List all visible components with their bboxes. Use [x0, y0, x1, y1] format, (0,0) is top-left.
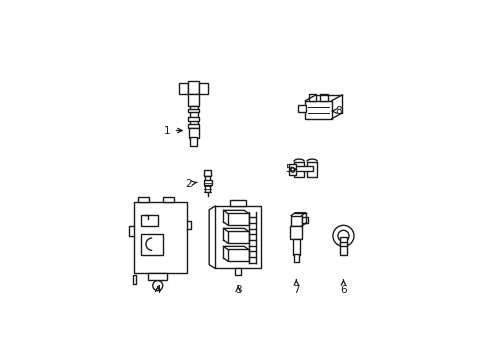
- Bar: [293, 162, 304, 177]
- Bar: [227, 249, 248, 261]
- Bar: [148, 273, 167, 279]
- Bar: [141, 215, 158, 226]
- Text: 7: 7: [292, 280, 299, 296]
- Bar: [295, 166, 313, 171]
- Bar: [298, 105, 305, 112]
- Bar: [289, 164, 296, 175]
- Bar: [205, 176, 209, 192]
- Bar: [133, 275, 136, 284]
- Bar: [188, 109, 199, 112]
- Bar: [339, 237, 346, 255]
- Bar: [320, 94, 327, 101]
- Bar: [293, 255, 299, 262]
- Bar: [138, 197, 149, 202]
- Bar: [306, 162, 317, 177]
- Bar: [308, 94, 316, 101]
- Bar: [227, 231, 248, 243]
- Text: 8: 8: [331, 106, 342, 116]
- Bar: [305, 101, 331, 119]
- Circle shape: [332, 225, 353, 246]
- Bar: [204, 170, 210, 176]
- Bar: [188, 128, 199, 138]
- Text: 4: 4: [154, 285, 161, 296]
- Bar: [203, 180, 211, 185]
- Circle shape: [152, 281, 163, 291]
- Bar: [198, 84, 208, 94]
- Circle shape: [337, 230, 348, 242]
- Bar: [229, 200, 246, 206]
- Circle shape: [290, 168, 294, 172]
- Text: 3: 3: [234, 285, 241, 296]
- Bar: [227, 213, 248, 225]
- Bar: [187, 81, 198, 94]
- Bar: [235, 269, 241, 275]
- Bar: [292, 239, 299, 255]
- Bar: [141, 234, 163, 255]
- Bar: [190, 138, 197, 146]
- Bar: [340, 242, 346, 246]
- Bar: [301, 217, 307, 223]
- Bar: [215, 206, 261, 269]
- Bar: [189, 105, 198, 129]
- Text: 5: 5: [285, 164, 295, 174]
- Text: 6: 6: [340, 280, 346, 296]
- Bar: [163, 197, 174, 202]
- Bar: [188, 94, 199, 105]
- Bar: [188, 125, 199, 128]
- Text: 2: 2: [184, 179, 197, 189]
- Bar: [178, 84, 188, 94]
- Bar: [290, 216, 301, 226]
- Bar: [134, 202, 186, 273]
- Bar: [290, 226, 302, 239]
- Text: 1: 1: [164, 126, 182, 135]
- Bar: [188, 117, 199, 121]
